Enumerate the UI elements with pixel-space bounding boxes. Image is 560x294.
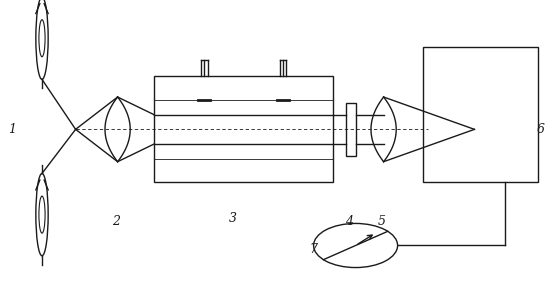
Bar	[154, 76, 333, 182]
Text: 4: 4	[346, 215, 353, 228]
Text: 6: 6	[536, 123, 544, 136]
Text: 3: 3	[228, 212, 236, 225]
Text: 1: 1	[8, 123, 16, 136]
Bar	[423, 47, 538, 182]
Text: 7: 7	[310, 243, 318, 256]
Text: 5: 5	[378, 215, 386, 228]
Text: 2: 2	[112, 215, 120, 228]
